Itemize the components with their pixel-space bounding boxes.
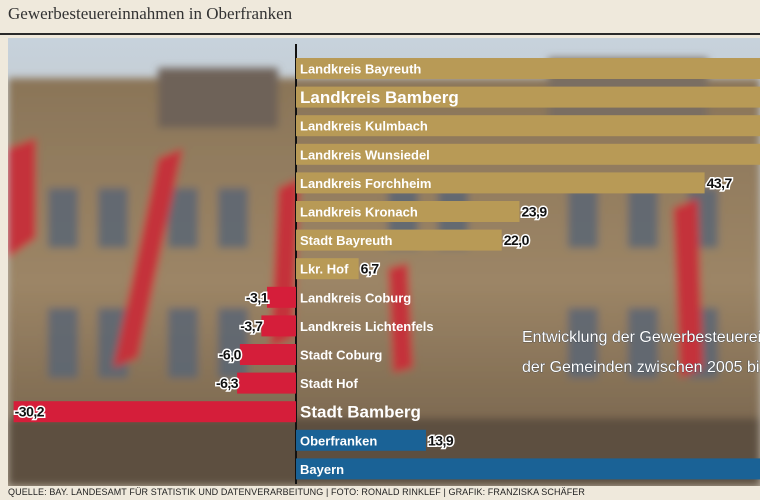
bar-lkr-hof (296, 258, 359, 280)
category-label-stadt-bamberg: Stadt Bamberg (300, 403, 421, 422)
value-label-landkreis-forchheim: 43,7 (707, 175, 733, 191)
category-label-oberfranken: Oberfranken (300, 433, 377, 448)
bar-stadt-bamberg (13, 401, 296, 423)
value-label-lkr-hof: 6,7 (361, 261, 380, 277)
category-label-bayern: Bayern (300, 462, 344, 477)
bar-oberfranken (296, 429, 426, 451)
value-label-stadt-bayreuth: 22,0 (504, 232, 530, 248)
value-label-landkreis-lichtenfels: -3,7 (240, 318, 263, 334)
bar-landkreis-coburg (267, 286, 296, 308)
category-label-landkreis-bamberg: Landkreis Bamberg (300, 88, 459, 107)
category-label-stadt-hof: Stadt Hof (300, 376, 358, 391)
value-label-stadt-hof: -6,3 (216, 375, 239, 391)
title-rule (0, 33, 760, 35)
value-label-stadt-coburg: -6,0 (219, 347, 242, 363)
category-label-stadt-bayreuth: Stadt Bayreuth (300, 233, 393, 248)
category-label-lkr-hof: Lkr. Hof (300, 262, 349, 277)
bar-landkreis-kronach (296, 201, 520, 222)
category-label-stadt-coburg: Stadt Coburg (300, 348, 382, 363)
bar-landkreis-forchheim (296, 172, 705, 194)
value-label-landkreis-coburg: -3,1 (246, 289, 269, 305)
bar-bayern (296, 458, 760, 480)
category-label-landkreis-kronach: Landkreis Kronach (300, 205, 418, 220)
category-label-landkreis-lichtenfels: Landkreis Lichtenfels (300, 319, 434, 334)
bar-landkreis-kulmbach (296, 115, 760, 137)
bar-landkreis-lichtenfels (261, 315, 296, 337)
category-label-landkreis-bayreuth: Landkreis Bayreuth (300, 62, 421, 77)
value-label-group: 43,7 23,9 22,0 6,7 -3,1 -3,7 -6,0 -6,3 -30,2 13,9 (13, 173, 734, 449)
bar-group (13, 58, 760, 480)
bar-stadt-coburg (239, 344, 296, 365)
chart-title: Gewerbesteuereinnahmen in Oberfranken (8, 4, 293, 23)
value-label-stadt-bamberg: -30,2 (15, 404, 45, 420)
source-credit: QUELLE: BAY. LANDESAMT FÜR STATISTIK UND… (8, 487, 586, 497)
category-label-landkreis-forchheim: Landkreis Forchheim (300, 176, 431, 191)
category-label-group: Landkreis Bayreuth Landkreis Bamberg Landk… (300, 62, 459, 477)
bar-stadt-bayreuth (296, 229, 502, 251)
annotation-line-1: Entwicklung der Gewerbesteuereinn (522, 329, 760, 346)
category-label-landkreis-kulmbach: Landkreis Kulmbach (300, 119, 428, 134)
category-label-landkreis-wunsiedel: Landkreis Wunsiedel (300, 147, 430, 162)
bar-landkreis-bamberg (296, 86, 760, 108)
bar-landkreis-bayreuth (296, 58, 760, 79)
bar-stadt-hof (237, 372, 296, 394)
bar-landkreis-wunsiedel (296, 143, 760, 165)
value-label-oberfranken: 13,9 (428, 432, 454, 448)
category-label-landkreis-coburg: Landkreis Coburg (300, 290, 411, 305)
value-label-landkreis-kronach: 23,9 (521, 204, 547, 220)
annotation-line-2: der Gemeinden zwischen 2005 bis (522, 359, 760, 376)
